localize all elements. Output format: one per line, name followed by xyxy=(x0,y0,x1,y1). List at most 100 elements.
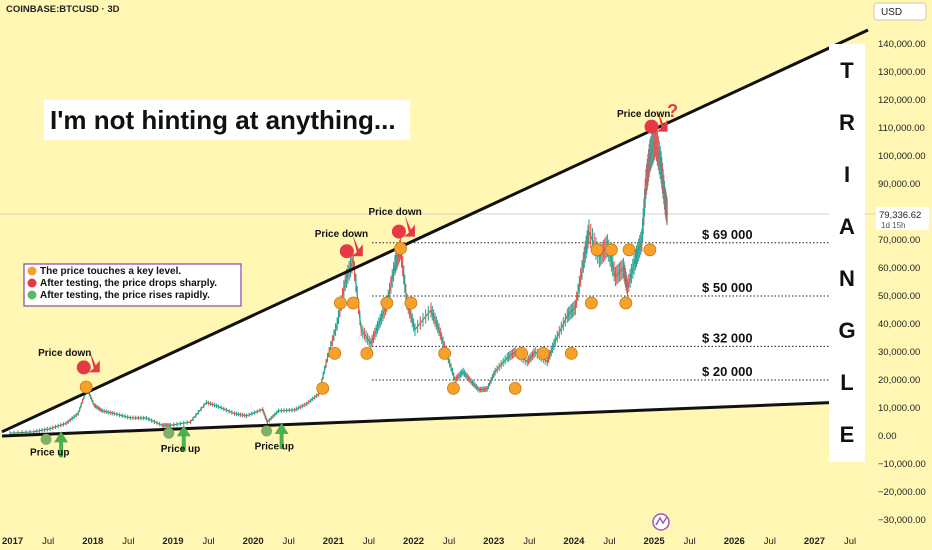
up-marker xyxy=(261,425,273,437)
x-tick-label: 2020 xyxy=(243,536,264,547)
touch-marker xyxy=(564,346,578,360)
touch-marker xyxy=(316,381,330,395)
price-tag-countdown: 1d 15h xyxy=(881,221,905,230)
overlay-layer: COINBASE:BTCUSD · 3D USD I'm not hinting… xyxy=(6,2,929,531)
up-marker xyxy=(163,427,175,439)
currency-label[interactable]: USD xyxy=(881,7,902,18)
trendline-upper xyxy=(1,28,869,434)
y-tick-label: 140,000.00 xyxy=(878,39,926,50)
question-mark: ? xyxy=(667,101,678,121)
touch-marker xyxy=(536,346,550,360)
annotation-label: Price down xyxy=(38,348,91,359)
y-tick-label: 120,000.00 xyxy=(878,95,926,106)
triangle-letters: T R I A N G L E xyxy=(838,58,855,447)
legend-entry: After testing, the price drops sharply. xyxy=(40,278,217,289)
triangle-letter: G xyxy=(838,318,855,343)
y-tick-label: 100,000.00 xyxy=(878,151,926,162)
triangle-letter: N xyxy=(839,266,855,291)
x-tick-label: 2025 xyxy=(644,536,666,547)
up-arrow-icon xyxy=(176,425,191,452)
y-tick-label: −20,000.00 xyxy=(878,487,926,498)
touch-marker xyxy=(622,243,636,257)
x-tick-label: Jul xyxy=(202,536,214,547)
y-tick-label: 10,000.00 xyxy=(878,403,920,414)
y-tick-label: −10,000.00 xyxy=(878,459,926,470)
down-marker xyxy=(391,224,406,239)
down-marker xyxy=(76,360,91,375)
x-tick-label: Jul xyxy=(684,536,696,547)
x-tick-label: Jul xyxy=(443,536,455,547)
annotation-label: Price down xyxy=(617,109,670,120)
down-arrow-icon xyxy=(403,215,415,237)
currency-box[interactable] xyxy=(873,2,927,21)
legend-box xyxy=(23,263,242,307)
down-marker xyxy=(339,244,354,259)
touch-marker xyxy=(584,296,598,310)
x-tick-label: 2018 xyxy=(82,536,103,547)
y-tick-label: 70,000.00 xyxy=(878,235,920,246)
touch-marker xyxy=(590,243,604,257)
down-arrow-icon xyxy=(656,110,668,132)
annotation-label: Price down xyxy=(368,207,421,218)
touch-marker xyxy=(515,346,529,360)
x-tick-label: Jul xyxy=(764,536,776,547)
level-label: $ 20 000 xyxy=(702,364,753,379)
triangle-letters-box xyxy=(829,44,865,462)
x-tick-label: 2017 xyxy=(2,536,23,547)
x-tick-label: Jul xyxy=(523,536,535,547)
down-arrow-icon xyxy=(88,351,100,373)
up-marker xyxy=(40,433,52,445)
level-label: $ 32 000 xyxy=(702,330,753,345)
touch-marker xyxy=(328,346,342,360)
x-tick-label: Jul xyxy=(363,536,375,547)
price-tag xyxy=(876,207,929,230)
price-tag-value: 79,336.62 xyxy=(879,210,921,221)
x-tick-label: Jul xyxy=(283,536,295,547)
touch-marker xyxy=(394,241,407,255)
legend-dot-icon xyxy=(27,266,37,276)
touch-marker xyxy=(643,243,657,257)
x-tick-label: 2027 xyxy=(804,536,825,547)
y-tick-label: 50,000.00 xyxy=(878,291,920,302)
annotation-label: Price up xyxy=(161,444,200,455)
level-label: $ 50 000 xyxy=(702,280,753,295)
touch-marker xyxy=(508,381,522,395)
legend-dot-icon xyxy=(27,290,37,300)
touch-marker xyxy=(605,243,618,257)
touch-marker xyxy=(619,296,633,310)
down-arrow-icon xyxy=(351,235,363,257)
down-marker xyxy=(644,119,659,134)
y-tick-label: 20,000.00 xyxy=(878,375,920,386)
touch-marker xyxy=(346,296,360,310)
level-label: $ 69 000 xyxy=(702,227,753,242)
up-arrow-icon xyxy=(54,431,69,458)
annotation-label: Price down xyxy=(315,229,368,240)
triangle-letter: E xyxy=(840,422,855,447)
triangle-letter: A xyxy=(839,214,855,239)
triangle-letter: T xyxy=(840,58,854,83)
trendline-lower xyxy=(1,400,837,438)
touch-marker xyxy=(380,296,394,310)
y-tick-label: 40,000.00 xyxy=(878,319,920,330)
triangle-letter: I xyxy=(844,162,850,187)
hint-text: I'm not hinting at anything... xyxy=(50,105,396,135)
triangle-letter: R xyxy=(839,110,855,135)
y-tick-label: 110,000.00 xyxy=(878,123,925,134)
symbol-label[interactable]: COINBASE:BTCUSD · 3D xyxy=(6,4,120,15)
legend: The price touches a key level.After test… xyxy=(27,266,217,301)
annotation-label: Price up xyxy=(255,441,294,452)
touch-marker xyxy=(447,381,460,395)
touch-marker xyxy=(404,296,418,310)
y-tick-label: 30,000.00 xyxy=(878,347,920,358)
hint-box xyxy=(44,100,410,140)
touch-marker xyxy=(333,296,347,310)
x-tick-label: 2019 xyxy=(162,536,183,547)
x-tick-label: Jul xyxy=(42,536,54,547)
x-tick-label: Jul xyxy=(122,536,134,547)
x-tick-label: Jul xyxy=(844,536,856,547)
y-tick-label: 130,000.00 xyxy=(878,67,926,78)
x-tick-label: 2022 xyxy=(403,536,424,547)
x-tick-label: 2026 xyxy=(724,536,745,547)
